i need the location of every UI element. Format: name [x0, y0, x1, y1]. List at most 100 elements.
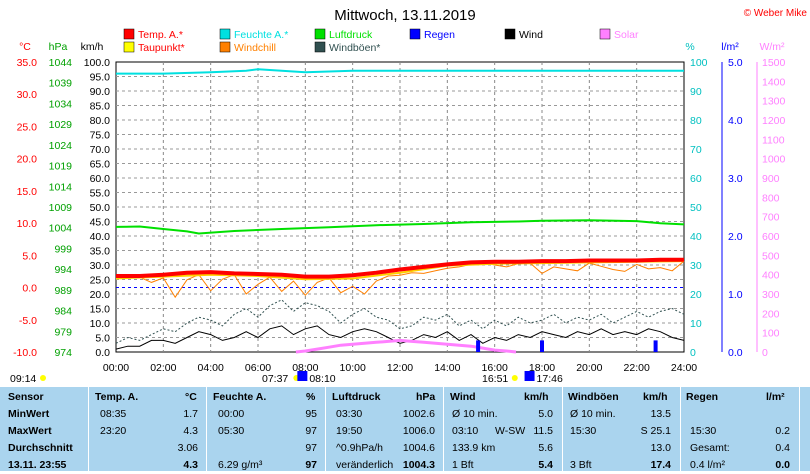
table-cell-h-val: 95	[305, 408, 317, 420]
sun-times: 09:14 07:37 08:10 16:51 17:46	[10, 371, 563, 385]
pressure-tick-label: 1019	[49, 161, 73, 173]
solar-tick-label: 500	[762, 250, 780, 262]
sunrise-box	[297, 371, 308, 381]
legend-swatch	[219, 28, 231, 40]
humidity-tick-label: 30	[690, 260, 702, 272]
solar-tick-label: 600	[762, 231, 780, 243]
legend-swatch	[314, 28, 326, 40]
series-tempa	[116, 257, 684, 279]
table-cell-t-val: 4.3	[183, 425, 198, 437]
series-luftdruck	[115, 219, 685, 235]
rain-tick-label: 3.0	[728, 173, 743, 185]
solar-tick-label: 1200	[762, 115, 786, 127]
pressure-tick-label: 1004	[49, 223, 73, 235]
temp-tick-label: 35.0	[17, 57, 38, 69]
wind-tick-label: 100.0	[84, 57, 110, 69]
table-row: MinWert 08:35 1.7 00:00 95 03:30 1002.6 Ø 10 mi…	[0, 406, 810, 423]
table-cell-g-val: 17.4	[650, 459, 671, 471]
table-cell-r-label: 0.4 l/m²	[690, 459, 726, 471]
rain-unit-label: l/m²	[721, 41, 739, 53]
pressure-tick-label: 1009	[49, 202, 73, 214]
solar-tick-label: 400	[762, 270, 780, 282]
table-cell-p-time: 19:50	[336, 425, 363, 437]
table-cell-h-val: 97	[305, 442, 317, 454]
rain-tick-label: 2.0	[728, 231, 743, 243]
header-pressure: Luftdruck	[332, 391, 381, 403]
pressure-tick-label: 984	[54, 306, 72, 318]
table-cell-h-val: 97	[305, 425, 317, 437]
pressure-unit-label: hPa	[49, 41, 68, 53]
wind-tick-label: 50.0	[90, 202, 111, 214]
header-gusts: Windböen	[568, 391, 619, 403]
rain-bar	[540, 340, 544, 352]
wind-unit-label: km/h	[81, 41, 104, 53]
x-tick-label: 04:00	[198, 362, 224, 374]
wind-tick-label: 75.0	[90, 130, 111, 142]
temp-tick-label: 15.0	[17, 186, 38, 198]
humidity-tick-label: 100	[690, 57, 708, 69]
humidity-tick-label: 80	[690, 115, 702, 127]
weather-chart: Mittwoch, 13.11.2019 © Weber Mike Temp. …	[10, 7, 808, 385]
series-layer	[115, 68, 685, 354]
rain-bar	[653, 340, 658, 352]
legend-label: Windchill	[234, 42, 276, 54]
table-cell-p-time: veränderlich	[336, 459, 394, 471]
legend-label: Taupunkt*	[138, 42, 185, 54]
solar-tick-label: 900	[762, 173, 780, 185]
table-cell-t-val: 1.7	[183, 408, 198, 420]
solar-tick-label: 200	[762, 308, 780, 320]
x-tick-label: 06:00	[245, 362, 271, 374]
legend-label: Solar	[614, 29, 639, 41]
humidity-tick-label: 60	[690, 173, 702, 185]
pressure-tick-label: 1024	[49, 140, 73, 152]
legend-swatch	[599, 28, 611, 40]
table-header: Sensor Temp. A. °C Feuchte A. % Luftdruc…	[0, 389, 810, 406]
temp-tick-label: 25.0	[17, 121, 38, 133]
table-cell-r-val: 0.4	[775, 442, 790, 454]
sunset-label: 16:51	[482, 373, 508, 385]
legend-label: Feuchte A.*	[234, 29, 288, 41]
wind-tick-label: 70.0	[90, 144, 111, 156]
sunrise-box-label: 08:10	[309, 373, 335, 385]
wind-tick-label: 60.0	[90, 173, 111, 185]
solar-tick-label: 1100	[762, 134, 785, 146]
table-cell-label: MinWert	[8, 408, 50, 420]
table-cell-p-val: 1004.3	[402, 459, 435, 471]
pressure-tick-label: 994	[54, 264, 72, 276]
x-tick-label: 02:00	[150, 362, 176, 374]
series-wind	[115, 325, 685, 350]
wind-tick-label: 30.0	[90, 260, 111, 272]
wind-tick-label: 45.0	[90, 217, 111, 229]
wind-tick-label: 35.0	[90, 246, 111, 258]
axis-ticks: 35.0 30.0 25.0 20.0 15.0 10.0 5.0 0.0 -5.0 -10.0 1…	[13, 57, 785, 374]
x-tick-label: 12:00	[387, 362, 413, 374]
header-humidity: Feuchte A.	[213, 391, 267, 403]
table-cell-g-time: Ø 10 min.	[570, 408, 616, 420]
credit-text: © Weber Mike	[744, 8, 808, 19]
table-cell-w-label: 133.9 km	[452, 442, 496, 454]
pressure-tick-label: 1039	[49, 78, 73, 90]
header-rain-unit: l/m²	[766, 391, 785, 403]
header-wind-unit: km/h	[524, 391, 549, 403]
x-tick-label: 20:00	[576, 362, 602, 374]
legend-swatch	[409, 28, 421, 40]
humidity-tick-label: 70	[690, 144, 702, 156]
sunset-box-label: 17:46	[537, 373, 563, 385]
table-cell-r-val: 0.2	[775, 425, 790, 437]
sunset-box	[524, 371, 535, 381]
rain-tick-label: 5.0	[728, 57, 743, 69]
table-cell-t-time: 08:35	[100, 408, 127, 420]
legend-label: Windböen*	[329, 42, 380, 54]
temp-tick-label: 30.0	[17, 89, 38, 101]
table-cell-p-val: 1006.0	[402, 425, 435, 437]
table-cell-h-time: 05:30	[218, 425, 245, 437]
axis-units: °C hPa km/h% l/m² W/m²	[19, 41, 785, 53]
rain-tick-label: 0.0	[728, 347, 743, 359]
header-wind: Wind	[450, 391, 476, 403]
table-cell-p-val: 1004.6	[402, 442, 435, 454]
temp-tick-label: 5.0	[22, 250, 37, 262]
wind-tick-label: 90.0	[90, 86, 111, 98]
table-row: MaxWert 23:20 4.3 05:30 97 19:50 1006.0 03:10 W-…	[0, 423, 810, 440]
table-cell-t-val: 3.06	[177, 442, 198, 454]
table-cell-p-time: ^0.9hPa/h	[336, 442, 383, 454]
